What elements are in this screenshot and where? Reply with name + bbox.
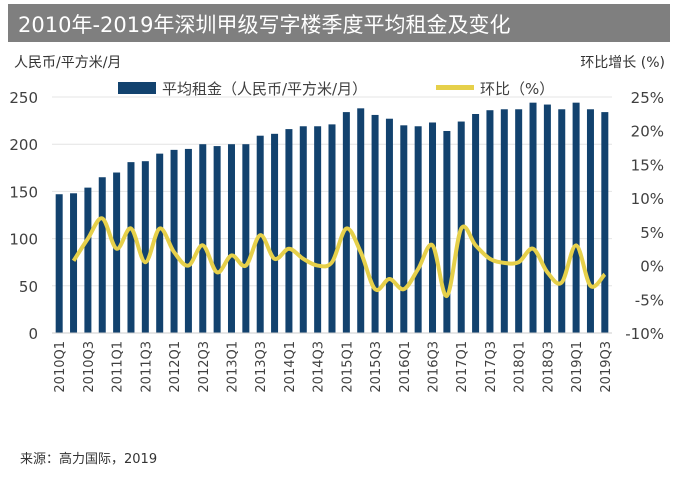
bar-2016Q4 <box>443 130 451 333</box>
x-tick-label: 2016Q3 <box>427 341 442 393</box>
bar-2017Q3 <box>486 110 494 333</box>
bar-2015Q3 <box>371 114 379 333</box>
left-tick-label: 200 <box>9 136 38 154</box>
bar-2012Q2 <box>184 148 192 333</box>
source-note: 来源：高力国际，2019 <box>20 452 158 467</box>
left-tick-label: 100 <box>9 231 38 249</box>
x-tick-label: 2015Q3 <box>369 341 384 393</box>
legend-bar-label: 平均租金（人民币/平方米/月） <box>162 80 367 98</box>
x-tick-label: 2014Q1 <box>283 341 298 393</box>
chart-plot: 0 50 100 150 200 250 -10% -5% 0% 5% 10% 15% 20% 25% 20… <box>9 80 664 393</box>
x-tick-label: 2012Q3 <box>197 341 212 393</box>
x-tick-label: 2016Q1 <box>398 341 413 393</box>
x-tick-label: 2019Q1 <box>570 341 585 393</box>
x-tick-label: 2012Q1 <box>168 341 183 393</box>
left-tick-label: 250 <box>9 89 38 107</box>
bar-2019Q1 <box>572 102 580 333</box>
bar-2019Q2 <box>586 109 594 333</box>
right-tick-label: 0% <box>640 258 664 276</box>
x-tick-label: 2015Q1 <box>340 341 355 393</box>
bar-2015Q2 <box>357 108 365 333</box>
bar-2010Q4 <box>98 177 106 333</box>
x-tick-label: 2017Q1 <box>455 341 470 393</box>
bar-2018Q1 <box>515 109 523 333</box>
chart-title: 2010年-2019年深圳甲级写字楼季度平均租金及变化 <box>18 13 511 37</box>
bar-2016Q1 <box>400 125 408 333</box>
right-tick-label: 10% <box>631 190 664 208</box>
bar-2011Q4 <box>156 153 164 333</box>
bar-2014Q2 <box>299 126 307 333</box>
x-tick-label: 2010Q1 <box>53 341 68 393</box>
bar-2019Q3 <box>601 112 609 333</box>
x-tick-label: 2013Q3 <box>254 341 269 393</box>
bar-2017Q2 <box>472 113 480 333</box>
bar-2012Q4 <box>213 146 221 333</box>
bar-2013Q1 <box>227 144 235 333</box>
bar-2016Q2 <box>414 126 422 333</box>
bar-2010Q2 <box>70 193 78 333</box>
bar-2017Q4 <box>500 109 508 333</box>
right-tick-label: 5% <box>640 224 664 242</box>
bar-2018Q4 <box>558 109 566 333</box>
bar-2018Q2 <box>529 102 537 333</box>
bar-2014Q4 <box>328 124 336 333</box>
legend-line-swatch <box>436 85 474 90</box>
right-tick-label: 20% <box>631 123 664 141</box>
bar-2011Q2 <box>127 162 135 333</box>
left-tick-label: 50 <box>19 278 38 296</box>
bar-2015Q4 <box>385 118 393 333</box>
bar-2014Q1 <box>285 129 293 333</box>
bar-2012Q3 <box>199 144 207 333</box>
x-tick-label: 2014Q3 <box>312 341 327 393</box>
x-tick-label: 2011Q1 <box>111 341 126 393</box>
legend-line-label: 环比（%） <box>480 80 554 98</box>
x-tick-label: 2019Q3 <box>599 341 614 393</box>
x-tick-label: 2010Q3 <box>82 341 97 393</box>
x-tick-label: 2018Q1 <box>513 341 528 393</box>
bar-2013Q2 <box>242 144 250 333</box>
bar-2014Q3 <box>314 126 322 333</box>
bar-2012Q1 <box>170 149 178 333</box>
left-tick-label: 0 <box>28 325 38 343</box>
right-tick-label: -10% <box>625 325 664 343</box>
bar-2018Q3 <box>543 104 551 333</box>
x-tick-label: 2018Q3 <box>541 341 556 393</box>
bar-2011Q1 <box>113 172 121 333</box>
bar-2015Q1 <box>342 112 350 333</box>
x-tick-label: 2011Q3 <box>139 341 154 393</box>
bar-2010Q1 <box>55 194 63 333</box>
bar-2010Q3 <box>84 187 92 333</box>
left-tick-label: 150 <box>9 183 38 201</box>
right-tick-label: 15% <box>631 156 664 174</box>
x-tick-label: 2017Q3 <box>484 341 499 393</box>
right-axis-title: 环比增长 (%) <box>580 55 665 71</box>
title-bar: 2010年-2019年深圳甲级写字楼季度平均租金及变化 <box>8 4 670 42</box>
x-tick-label: 2013Q1 <box>225 341 240 393</box>
right-tick-label: -5% <box>635 291 664 309</box>
right-tick-label: 25% <box>631 89 664 107</box>
growth-line <box>71 216 607 298</box>
bar-2013Q4 <box>271 133 279 333</box>
bar-2016Q3 <box>429 122 437 333</box>
bar-2011Q3 <box>141 161 149 333</box>
legend-bar-swatch <box>118 82 156 94</box>
left-axis-title: 人民币/平方米/月 <box>14 55 122 71</box>
